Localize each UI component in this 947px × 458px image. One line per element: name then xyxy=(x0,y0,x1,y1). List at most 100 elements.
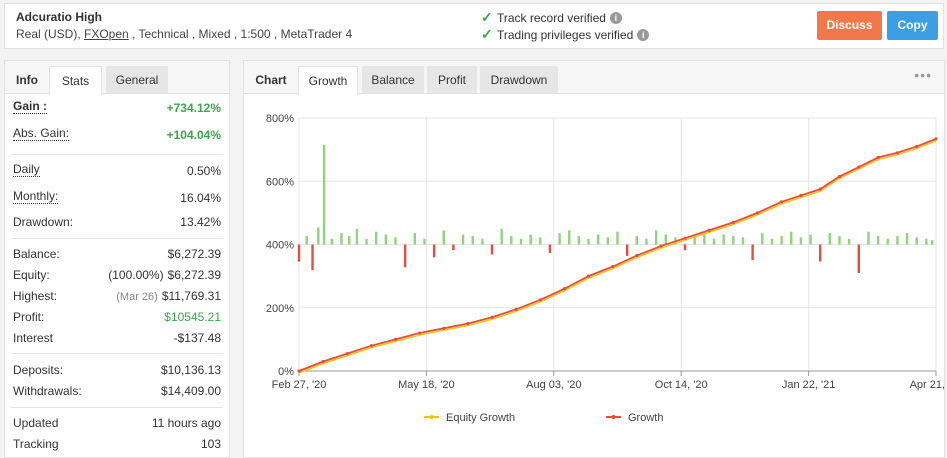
abs-gain-row: Abs. Gain: +104.04% xyxy=(13,126,221,144)
tracking-label: Tracking xyxy=(13,437,59,451)
growth-point xyxy=(466,321,470,326)
profit-bar xyxy=(606,237,610,245)
growth-point xyxy=(297,369,301,373)
account-header: Adcuratio High Real (USD), FXOpen , Tech… xyxy=(4,3,944,49)
info-icon[interactable]: i xyxy=(637,28,650,41)
legend-growth-label: Growth xyxy=(628,412,663,424)
growth-point xyxy=(837,174,842,179)
profit-bar xyxy=(664,234,667,245)
broker-link[interactable]: FXOpen xyxy=(84,27,129,41)
tab-info[interactable]: Info xyxy=(16,73,38,87)
account-details: , Technical , Mixed , 1:500 , MetaTrader… xyxy=(128,27,353,41)
growth-point xyxy=(490,315,494,319)
profit-bar xyxy=(741,237,745,245)
x-tick-label: Oct 14, '20 xyxy=(655,379,708,391)
loss-bar xyxy=(311,244,314,271)
loss-bar xyxy=(818,244,822,262)
x-tick-label: May 18, '20 xyxy=(398,379,455,391)
updated-label: Updated xyxy=(13,416,59,430)
growth-point xyxy=(857,165,861,169)
discuss-button[interactable]: Discuss xyxy=(817,11,882,40)
profit-bar xyxy=(442,230,445,245)
daily-label[interactable]: Daily xyxy=(13,162,40,177)
divider xyxy=(11,238,223,239)
growth-point xyxy=(442,326,446,330)
growth-point xyxy=(611,265,615,269)
growth-point xyxy=(779,200,784,204)
equity-row: Equity: (100.00%) $6,272.39 xyxy=(13,266,221,284)
profit-bar xyxy=(413,233,417,245)
growth-point xyxy=(369,344,373,348)
profit-bar xyxy=(330,238,334,245)
profit-bar xyxy=(645,238,648,245)
profit-bar xyxy=(799,237,803,245)
tab-balance[interactable]: Balance xyxy=(362,66,424,94)
growth-point xyxy=(393,337,398,341)
tab-chart[interactable]: Chart xyxy=(255,73,287,87)
profit-bar xyxy=(529,234,532,245)
profit-bar xyxy=(347,235,351,245)
highest-amount: $11,769.31 xyxy=(161,289,221,303)
equity-percent: (100.00%) xyxy=(108,268,164,282)
profit-bar xyxy=(732,235,735,245)
profit-bar xyxy=(809,234,812,245)
profit-bar xyxy=(539,237,542,245)
growth-point xyxy=(635,253,639,258)
divider xyxy=(11,353,223,354)
monthly-label[interactable]: Monthly: xyxy=(13,189,59,204)
profit-bar xyxy=(500,228,503,245)
profit-bar xyxy=(394,237,397,245)
loss-bar xyxy=(490,244,494,255)
legend-equity-label: Equity Growth xyxy=(446,412,515,424)
profit-bar xyxy=(519,238,523,245)
copy-button[interactable]: Copy xyxy=(887,11,938,40)
growth-point xyxy=(586,274,591,278)
more-options-icon[interactable]: ••• xyxy=(914,67,932,83)
tab-profit[interactable]: Profit xyxy=(427,66,477,94)
loss-bar xyxy=(625,244,629,256)
profit-bar xyxy=(915,237,918,245)
drawdown-value: 13.42% xyxy=(180,215,221,229)
abs-gain-value: +104.04% xyxy=(166,128,221,142)
profit-bar xyxy=(322,144,326,245)
abs-gain-label[interactable]: Abs. Gain: xyxy=(13,126,70,141)
legend-growth-marker xyxy=(611,415,616,419)
info-icon[interactable]: i xyxy=(609,11,622,24)
profit-bar xyxy=(693,235,696,245)
account-description: Real (USD), FXOpen , Technical , Mixed ,… xyxy=(16,27,352,41)
growth-point xyxy=(934,137,938,141)
tab-growth[interactable]: Growth xyxy=(298,66,358,95)
loss-bar xyxy=(297,244,301,262)
equity-growth-line xyxy=(298,140,937,374)
profit-bar xyxy=(886,238,889,245)
tab-drawdown[interactable]: Drawdown xyxy=(480,66,558,94)
tab-stats[interactable]: Stats xyxy=(49,66,102,95)
profit-bar xyxy=(481,238,484,245)
loss-bar xyxy=(683,244,687,251)
growth-point xyxy=(345,352,349,356)
x-tick-label: Aug 03, '20 xyxy=(526,379,581,391)
profit-bar xyxy=(703,231,706,245)
loss-bar xyxy=(452,244,455,251)
profit-bar xyxy=(471,235,474,245)
loss-bar xyxy=(857,244,860,273)
x-tick-label: Apr 21, '21 xyxy=(910,379,944,391)
track-record-verified: ✓ Track record verified i xyxy=(481,9,622,26)
balance-label: Balance: xyxy=(13,247,60,261)
balance-row: Balance: $6,272.39 xyxy=(13,245,221,263)
gain-label[interactable]: Gain : xyxy=(13,99,48,114)
profit-bar xyxy=(568,230,571,245)
profit-bar xyxy=(587,238,590,245)
profit-bar xyxy=(654,230,658,245)
profit-bar xyxy=(847,238,851,245)
growth-point xyxy=(562,287,567,291)
profit-bar xyxy=(423,238,426,245)
x-tick-label: Jan 22, '21 xyxy=(782,379,835,391)
track-record-label: Track record verified xyxy=(497,10,606,25)
loss-bar xyxy=(432,244,436,258)
deposits-label: Deposits: xyxy=(13,363,64,377)
stats-panel: Info Stats General Gain : +734.12% Abs. … xyxy=(4,60,230,458)
profit-bar xyxy=(317,227,320,245)
tab-general[interactable]: General xyxy=(106,66,168,94)
profit-bar xyxy=(905,233,909,245)
